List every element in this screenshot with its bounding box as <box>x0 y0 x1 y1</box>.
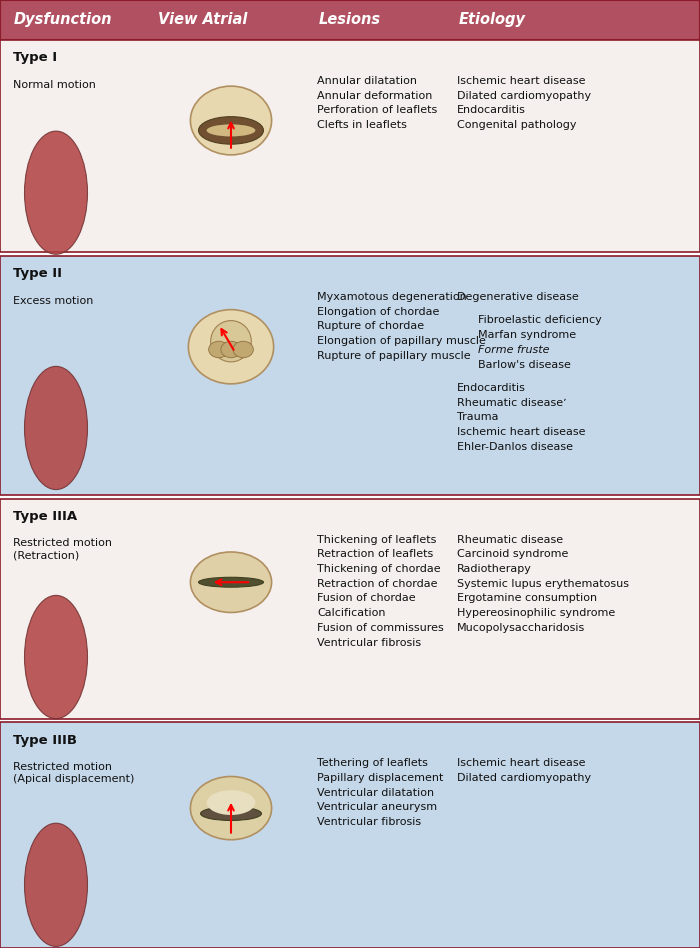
Ellipse shape <box>221 341 241 357</box>
Bar <box>0 0 700 40</box>
Text: Perforation of leaflets: Perforation of leaflets <box>317 105 438 116</box>
Ellipse shape <box>25 131 88 254</box>
Text: Degenerative disease: Degenerative disease <box>457 292 579 302</box>
Text: Dilated cardiomyopathy: Dilated cardiomyopathy <box>457 91 592 100</box>
Ellipse shape <box>188 310 274 384</box>
Text: Retraction of leaflets: Retraction of leaflets <box>317 550 433 559</box>
Text: Fibroelastic deficiency: Fibroelastic deficiency <box>478 316 602 325</box>
Text: Rupture of chordae: Rupture of chordae <box>317 321 424 332</box>
Text: Ventricular aneurysm: Ventricular aneurysm <box>317 802 438 812</box>
Text: Rupture of papillary muscle: Rupture of papillary muscle <box>317 351 470 361</box>
Ellipse shape <box>206 791 256 815</box>
Text: Type II: Type II <box>13 267 62 281</box>
Text: Clefts in leaflets: Clefts in leaflets <box>317 120 407 130</box>
Text: Carcinoid syndrome: Carcinoid syndrome <box>457 550 568 559</box>
Text: Type I: Type I <box>13 51 57 64</box>
Text: Annular deformation: Annular deformation <box>317 91 433 100</box>
Ellipse shape <box>190 776 272 840</box>
Ellipse shape <box>199 577 263 587</box>
Text: Retraction of chordae: Retraction of chordae <box>317 578 438 589</box>
Text: Thickening of leaflets: Thickening of leaflets <box>317 535 437 545</box>
Ellipse shape <box>211 320 251 362</box>
Text: Restricted motion
(Retraction): Restricted motion (Retraction) <box>13 538 111 560</box>
Text: Ischemic heart disease: Ischemic heart disease <box>457 76 586 86</box>
Ellipse shape <box>25 823 88 946</box>
Text: Type IIIB: Type IIIB <box>13 734 76 747</box>
Text: Dilated cardiomyopathy: Dilated cardiomyopathy <box>457 774 592 783</box>
Text: Rheumatic disease: Rheumatic disease <box>457 535 564 545</box>
Text: Ventricular fibrosis: Ventricular fibrosis <box>317 637 421 647</box>
Text: Endocarditis: Endocarditis <box>457 105 526 116</box>
Text: Trauma: Trauma <box>457 412 498 423</box>
Text: Radiotherapy: Radiotherapy <box>457 564 532 574</box>
Ellipse shape <box>190 552 272 612</box>
Text: Ventricular fibrosis: Ventricular fibrosis <box>317 817 421 828</box>
Text: Elongation of papillary muscle: Elongation of papillary muscle <box>317 337 486 346</box>
Text: Ischemic heart disease: Ischemic heart disease <box>457 428 586 437</box>
Text: Congenital pathology: Congenital pathology <box>457 119 577 130</box>
Text: Type IIIA: Type IIIA <box>13 510 77 523</box>
Text: Tethering of leaflets: Tethering of leaflets <box>317 758 428 769</box>
Ellipse shape <box>25 595 88 719</box>
Ellipse shape <box>25 366 88 489</box>
Text: Myxamotous degeneration: Myxamotous degeneration <box>317 292 467 302</box>
Text: Ehler-Danlos disease: Ehler-Danlos disease <box>457 442 573 452</box>
Text: Calcification: Calcification <box>317 609 386 618</box>
Text: Forme fruste: Forme fruste <box>478 345 550 355</box>
Text: Restricted motion
(Apical displacement): Restricted motion (Apical displacement) <box>13 762 134 784</box>
Text: Lesions: Lesions <box>318 12 381 27</box>
Text: View Atrial: View Atrial <box>158 12 247 27</box>
Text: Ergotamine consumption: Ergotamine consumption <box>457 593 597 604</box>
Text: Rheumatic diseaseʼ: Rheumatic diseaseʼ <box>457 398 567 408</box>
Text: Etiology: Etiology <box>458 12 526 27</box>
Text: Annular dilatation: Annular dilatation <box>317 76 417 86</box>
Ellipse shape <box>201 807 262 820</box>
Text: Hypereosinophilic syndrome: Hypereosinophilic syndrome <box>457 609 615 618</box>
Bar <box>0 722 700 948</box>
Ellipse shape <box>199 117 263 144</box>
Text: Marfan syndrome: Marfan syndrome <box>478 330 576 340</box>
Ellipse shape <box>209 341 229 357</box>
Text: Systemic lupus erythematosus: Systemic lupus erythematosus <box>457 578 629 589</box>
Text: Elongation of chordae: Elongation of chordae <box>317 307 440 317</box>
Text: Barlow's disease: Barlow's disease <box>478 359 571 370</box>
Text: Ischemic heart disease: Ischemic heart disease <box>457 758 586 769</box>
Text: Normal motion: Normal motion <box>13 80 95 90</box>
Text: Thickening of chordae: Thickening of chordae <box>317 564 441 574</box>
Text: Fusion of commissures: Fusion of commissures <box>317 623 444 633</box>
Text: Mucopolysaccharidosis: Mucopolysaccharidosis <box>457 623 585 633</box>
Text: Fusion of chordae: Fusion of chordae <box>317 593 416 604</box>
Text: Endocarditis: Endocarditis <box>457 383 526 393</box>
Text: Dysfunction: Dysfunction <box>14 12 113 27</box>
Ellipse shape <box>233 341 253 357</box>
Bar <box>0 499 700 719</box>
Ellipse shape <box>206 124 256 137</box>
Text: Papillary displacement: Papillary displacement <box>317 774 444 783</box>
Text: Excess motion: Excess motion <box>13 296 93 306</box>
Bar <box>0 256 700 495</box>
Bar <box>0 40 700 252</box>
Ellipse shape <box>190 86 272 155</box>
Text: Ventricular dilatation: Ventricular dilatation <box>317 788 434 798</box>
